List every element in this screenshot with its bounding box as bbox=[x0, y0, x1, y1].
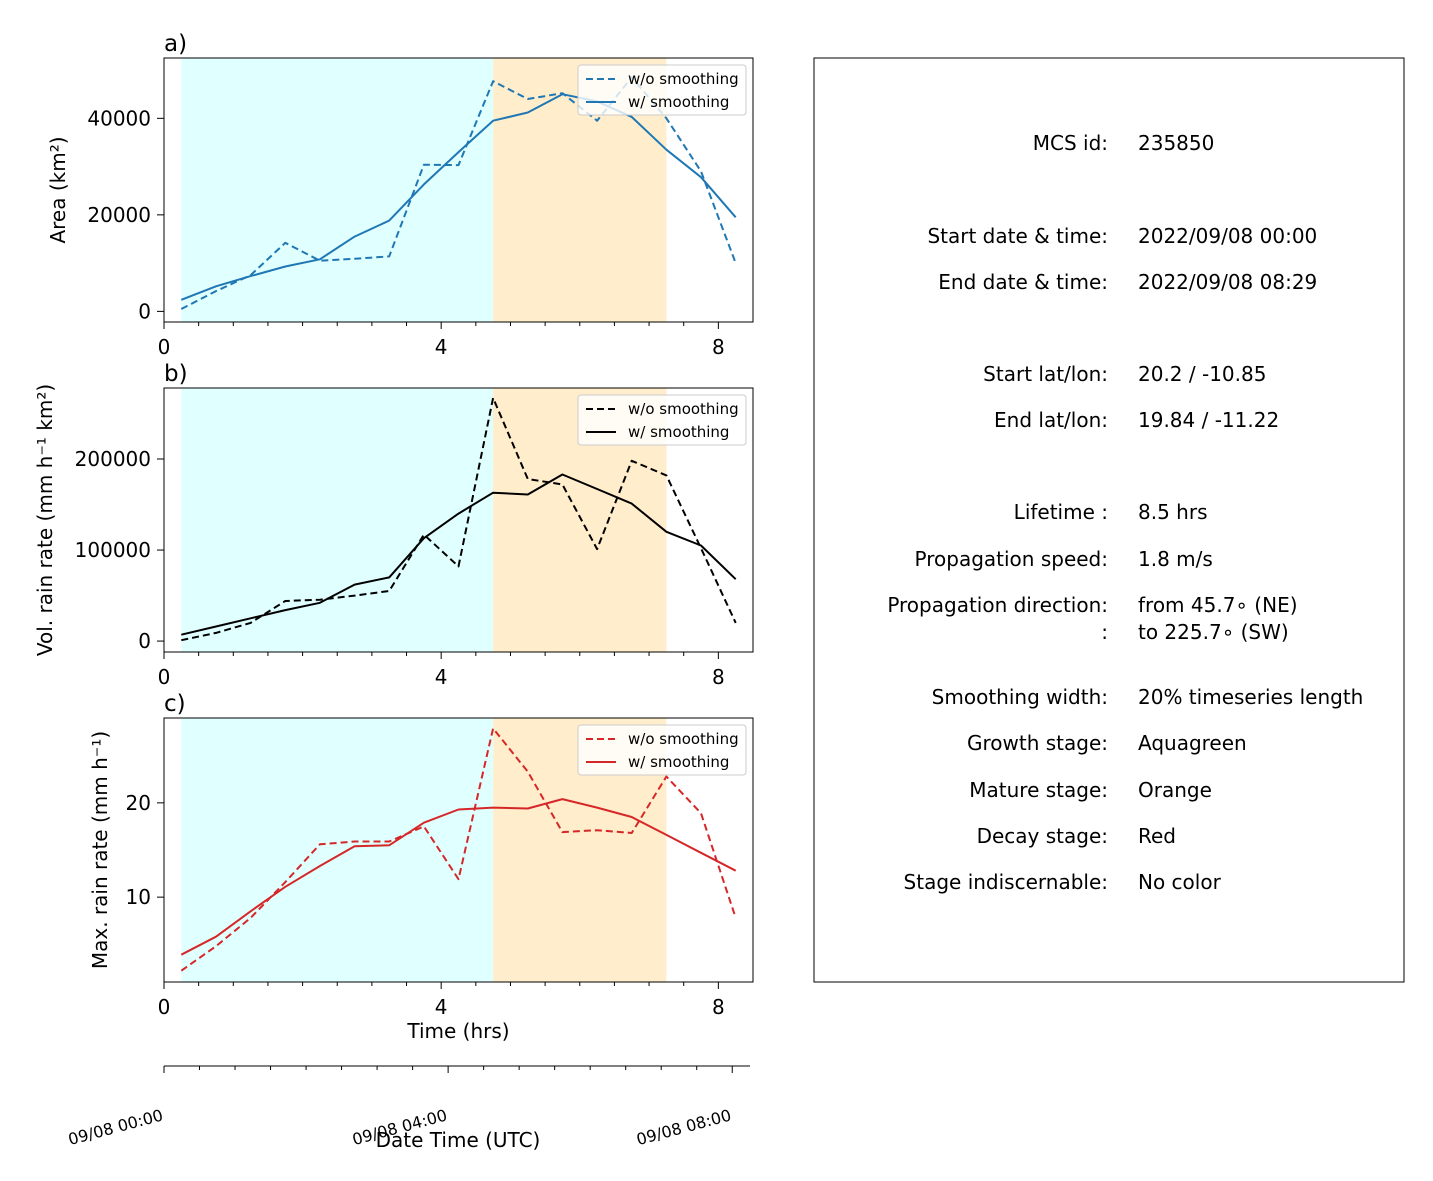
smoothed-series-line bbox=[180, 798, 737, 956]
y-axis-label: Vol. rain rate (mm h⁻¹ km²) bbox=[33, 384, 57, 656]
legend-box bbox=[577, 64, 747, 116]
y-axis-label: Max. rain rate (mm h⁻¹) bbox=[88, 731, 112, 969]
growth-stage-band bbox=[181, 58, 494, 322]
mcs-id-value: 235850 bbox=[1138, 131, 1215, 155]
legend: w/o smoothing w/ smoothing bbox=[577, 394, 747, 446]
growth-stage-label: Growth stage: bbox=[966, 731, 1108, 755]
growth-stage-band bbox=[181, 718, 494, 982]
smoothing-label: Smoothing width: bbox=[931, 685, 1108, 709]
smoothed-series-line bbox=[181, 473, 737, 636]
start-time-label: Start date & time: bbox=[927, 224, 1108, 248]
end-latlon-label: End lat/lon: bbox=[994, 408, 1108, 432]
legend-dashed-label: w/o smoothing bbox=[628, 70, 739, 88]
raw-series-line bbox=[181, 397, 737, 642]
indiscernable-value: No color bbox=[1138, 870, 1221, 894]
raw-series-line bbox=[180, 727, 737, 972]
legend-solid-label: w/ smoothing bbox=[628, 93, 729, 111]
end-latlon-value: 19.84 / -11.22 bbox=[1138, 408, 1280, 432]
speed-value: 1.8 m/s bbox=[1138, 547, 1213, 571]
growth-stage-value: Aquagreen bbox=[1138, 731, 1247, 755]
x-tick-label: 0 bbox=[158, 665, 171, 689]
raw-series-line bbox=[180, 76, 737, 310]
x-axis-label: Time (hrs) bbox=[406, 1019, 509, 1043]
y-tick-label: 10 bbox=[126, 885, 151, 909]
x-tick-label: 4 bbox=[435, 995, 448, 1019]
y-tick-label: 20000 bbox=[87, 203, 151, 227]
indiscernable-label: Stage indiscernable: bbox=[903, 870, 1108, 894]
end-time-value: 2022/09/08 08:29 bbox=[1138, 270, 1318, 294]
x-tick-label: 8 bbox=[712, 335, 725, 359]
direction-label: Propagation direction: bbox=[887, 593, 1108, 617]
panel-label: c) bbox=[164, 691, 186, 717]
legend-dashed-label: w/o smoothing bbox=[628, 400, 739, 418]
legend: w/o smoothing w/ smoothing bbox=[577, 724, 747, 776]
start-latlon-label: Start lat/lon: bbox=[983, 362, 1108, 386]
direction-from-value: from 45.7∘ (NE) bbox=[1138, 593, 1298, 617]
plot-frame bbox=[163, 387, 754, 653]
y-tick-label: 100000 bbox=[75, 538, 151, 562]
legend-box bbox=[577, 394, 747, 446]
panel-b-volumetric-rain: 0 4 8 0 100000 200000 b) Vol. rain rate (mm h⁻¹… bbox=[33, 361, 754, 689]
x-tick-label: 8 bbox=[712, 995, 725, 1019]
y-tick-label: 0 bbox=[138, 299, 151, 323]
legend-solid-label: w/ smoothing bbox=[628, 423, 729, 441]
y-tick-label: 20 bbox=[126, 791, 151, 815]
lifetime-value: 8.5 hrs bbox=[1138, 500, 1208, 524]
plot-frame bbox=[163, 57, 754, 323]
date-tick-label: 09/08 00:00 bbox=[66, 1106, 165, 1150]
info-box bbox=[813, 57, 1405, 983]
decay-stage-value: Red bbox=[1138, 824, 1176, 848]
plot-frame bbox=[163, 717, 754, 983]
panel-label: b) bbox=[164, 361, 188, 387]
x-tick-label: 4 bbox=[435, 335, 448, 359]
end-time-label: End date & time: bbox=[938, 270, 1108, 294]
legend-box bbox=[577, 724, 747, 776]
lifetime-label: Lifetime : bbox=[1013, 500, 1108, 524]
panel-c-max-rain: 0 4 8 10 20 c) Max. rain rate (mm h⁻¹) Time (hr… bbox=[88, 691, 754, 1043]
mature-stage-label: Mature stage: bbox=[969, 778, 1108, 802]
mature-stage-value: Orange bbox=[1138, 778, 1212, 802]
legend: w/o smoothing w/ smoothing bbox=[577, 64, 747, 116]
start-time-value: 2022/09/08 00:00 bbox=[1138, 224, 1318, 248]
panel-label: a) bbox=[164, 31, 187, 57]
legend-solid-label: w/ smoothing bbox=[628, 753, 729, 771]
x-tick-label: 0 bbox=[158, 995, 171, 1019]
date-axis-label: Date Time (UTC) bbox=[376, 1128, 541, 1152]
y-tick-label: 200000 bbox=[75, 447, 151, 471]
direction-to-value: to 225.7∘ (SW) bbox=[1138, 620, 1289, 644]
x-tick-label: 0 bbox=[158, 335, 171, 359]
y-tick-label: 40000 bbox=[87, 106, 151, 130]
growth-stage-band bbox=[181, 388, 494, 652]
direction-label-continuation: : bbox=[1101, 620, 1108, 644]
legend-dashed-label: w/o smoothing bbox=[628, 730, 739, 748]
date-tick-label: 09/08 08:00 bbox=[634, 1106, 733, 1150]
decay-stage-label: Decay stage: bbox=[976, 824, 1108, 848]
speed-label: Propagation speed: bbox=[914, 547, 1108, 571]
x-tick-label: 4 bbox=[435, 665, 448, 689]
start-latlon-value: 20.2 / -10.85 bbox=[1138, 362, 1267, 386]
smoothing-value: 20% timeseries length bbox=[1138, 685, 1364, 709]
mcs-id-label: MCS id: bbox=[1032, 131, 1108, 155]
x-tick-label: 8 bbox=[712, 665, 725, 689]
y-tick-label: 0 bbox=[138, 629, 151, 653]
smoothed-series-line bbox=[180, 93, 737, 301]
y-axis-label: Area (km²) bbox=[46, 136, 70, 243]
